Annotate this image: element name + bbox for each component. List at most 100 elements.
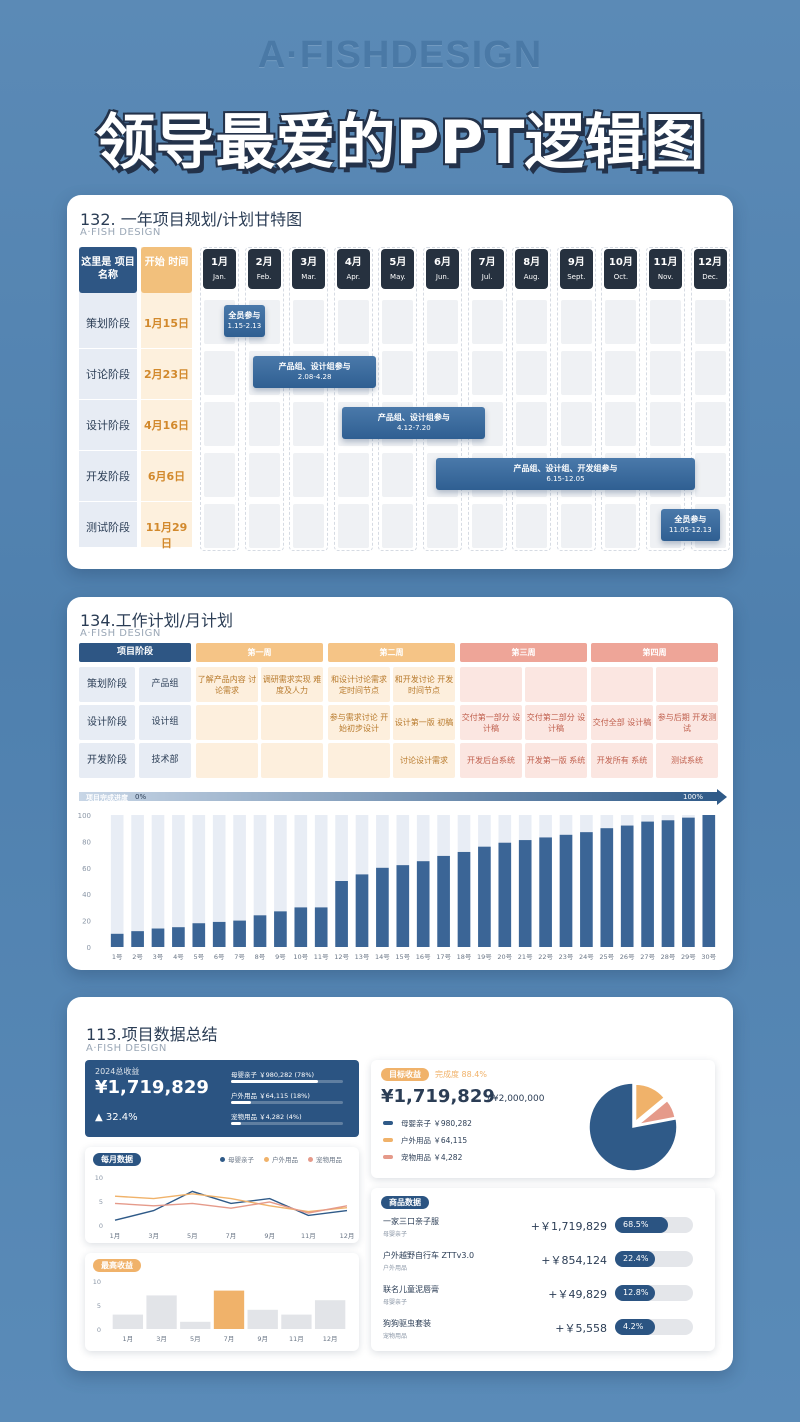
progress-bar — [274, 911, 287, 947]
month-number: 3月 — [300, 257, 318, 268]
progress-bar — [641, 821, 654, 947]
plan-task-cell: 和设计讨论需求 定时间节点 — [328, 667, 390, 702]
gantt-cell — [605, 402, 637, 446]
x-tick-label: 7月 — [226, 1232, 237, 1240]
x-tick-label: 1月 — [110, 1232, 121, 1240]
plan-task-cell: 交付第二部分 设计稿 — [525, 705, 587, 740]
product-amount: +￥5,558 — [555, 1322, 607, 1335]
legend-label: 宠物用品 ￥4,282 — [401, 1153, 463, 1162]
month-english: Sept. — [567, 273, 586, 281]
total-item-fill — [231, 1122, 241, 1125]
bar-track — [253, 815, 267, 947]
max-income-bar-chart: 0 5 10 1月 3月 5月 7月 9月 11月 12月 — [93, 1278, 346, 1343]
x-tick-label: 29号 — [681, 953, 696, 961]
gantt-cell — [650, 300, 681, 344]
x-tick-label: 24号 — [579, 953, 594, 961]
plan-stage: 策划阶段 — [79, 667, 135, 702]
progress-bar — [518, 840, 532, 947]
up-arrow-icon: ▲ — [95, 1112, 103, 1123]
month-column — [467, 247, 507, 551]
plan-task-cell — [460, 667, 522, 702]
stage-name: 讨论阶段 — [86, 368, 130, 381]
product-percent: 22.4% — [623, 1254, 649, 1263]
progress-end: 100% — [683, 793, 704, 801]
month-english: Mar. — [301, 273, 317, 281]
card-title: 132. 一年项目规划/计划甘特图 — [80, 210, 303, 229]
stage-start-date: 6月6日 — [147, 470, 186, 483]
gantt-bar-range: 4.12-7.20 — [396, 424, 431, 432]
plan-task-cell: 了解产品内容 讨论需求 — [196, 667, 258, 702]
plan-task-cell: 设计第一版 初稿 — [393, 705, 455, 740]
gantt-bar-label: 全员参与 — [228, 311, 261, 320]
date-column — [141, 247, 192, 547]
product-amount: +￥1,719,829 — [530, 1220, 607, 1233]
target-pie-chart — [588, 1082, 678, 1172]
week-header: 第四周 — [591, 643, 718, 662]
growth-indicator: ▲ 32.4% — [95, 1112, 138, 1123]
gantt-cell — [382, 504, 414, 548]
x-tick-label: 5月 — [187, 1232, 198, 1240]
pie-slice — [637, 1099, 677, 1126]
bar-track — [110, 815, 124, 947]
start-time-header: 开始 时间 — [141, 247, 192, 293]
gantt-bar[interactable]: 全员参与 11.05-12.13 — [661, 509, 720, 541]
income-bar — [247, 1309, 278, 1329]
progress-bar — [233, 920, 246, 947]
x-tick-label: 28号 — [661, 953, 676, 961]
legend-label: 宠物用品 — [316, 1156, 342, 1164]
month-english: Aug. — [523, 273, 540, 281]
gantt-bar[interactable]: 产品组、设计组参与 4.12-7.20 — [342, 407, 486, 439]
x-tick-label: 3月 — [156, 1335, 167, 1343]
plan-stage: 开发阶段 — [79, 743, 135, 778]
progress-bar — [498, 842, 512, 947]
gantt-bar[interactable]: 全员参与 1.15-2.13 — [224, 305, 265, 337]
product-name: 狗狗驱虫套装 — [383, 1319, 431, 1328]
progress-bar — [131, 931, 144, 947]
month-header: 8月 Aug. — [515, 249, 549, 289]
month-header: 3月 Mar. — [292, 249, 326, 289]
series-line — [114, 1190, 348, 1221]
month-header: 6月 Jun. — [426, 249, 459, 289]
bar-track — [233, 815, 246, 947]
stage-start-date: 2月23日 — [144, 368, 189, 381]
x-tick-label: 18号 — [457, 953, 472, 961]
plan-task-cell: 参与需求讨论 开始初步设计 — [328, 705, 390, 740]
row-divider — [79, 501, 192, 502]
stage-header: 项目阶段 — [79, 643, 191, 662]
y-tick-label: 100 — [78, 812, 91, 820]
month-number: 12月 — [698, 257, 723, 268]
gantt-cell — [471, 351, 503, 395]
gantt-cell — [204, 453, 235, 497]
name-column — [79, 247, 137, 547]
gantt-bar[interactable]: 产品组、设计组参与 2.08-4.28 — [253, 356, 377, 388]
month-number: 11月 — [653, 257, 678, 268]
product-name: 一家三口亲子服 — [383, 1217, 439, 1226]
total-item-track — [231, 1122, 343, 1125]
plan-task-cell — [196, 705, 258, 740]
target-value: ¥1,719,829 — [381, 1086, 495, 1107]
gantt-cell — [427, 504, 458, 548]
gantt-bar-range: 11.05-12.13 — [669, 526, 712, 534]
progress-bar — [702, 815, 716, 947]
legend-dot — [308, 1157, 313, 1162]
month-header: 12月 Dec. — [693, 249, 727, 289]
progress-bar — [600, 828, 614, 947]
product-category: 户外用品 — [383, 1265, 408, 1272]
gantt-cell — [560, 402, 592, 446]
gantt-bar-range: 2.08-4.28 — [297, 373, 332, 381]
x-tick-label: 5号 — [193, 953, 204, 961]
x-tick-label: 9号 — [275, 953, 286, 961]
month-number: 6月 — [434, 257, 451, 268]
income-bar — [213, 1290, 245, 1329]
gantt-cell — [293, 453, 325, 497]
progress-bar — [253, 915, 267, 947]
bar-track — [192, 815, 206, 947]
gantt-cell — [382, 351, 414, 395]
week-header: 第二周 — [328, 643, 455, 662]
bar-track — [151, 815, 165, 947]
gantt-bar[interactable]: 产品组、设计组、开发组参与 6.15-12.05 — [435, 458, 696, 490]
x-tick-label: 25号 — [599, 953, 614, 961]
y-tick-label: 10 — [95, 1174, 103, 1182]
plan-team: 设计组 — [139, 705, 191, 740]
progress-bar — [335, 881, 348, 947]
